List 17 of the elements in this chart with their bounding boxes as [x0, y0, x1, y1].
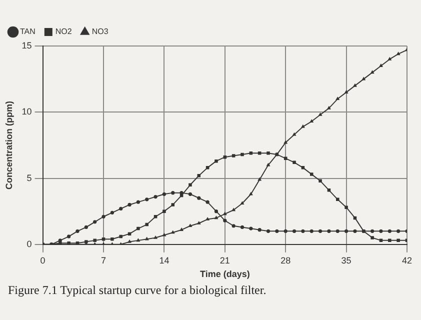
- x-tick-label: 21: [220, 255, 230, 266]
- x-tick-label: 14: [159, 255, 170, 266]
- legend-label: NO2: [55, 27, 72, 36]
- y-tick-label: 5: [26, 172, 32, 183]
- caption: Figure 7.1 Typical startup curve for a biological filter.: [8, 283, 266, 298]
- x-axis-title: Time (days): [200, 269, 250, 280]
- x-tick-label: 7: [101, 255, 106, 266]
- x-tick-label: 28: [280, 255, 291, 266]
- x-tick-label: 42: [402, 255, 412, 266]
- y-tick-label: 10: [22, 106, 32, 117]
- y-tick-label: 0: [26, 238, 32, 249]
- legend-label: NO3: [92, 27, 109, 36]
- x-tick-label: 35: [341, 255, 352, 266]
- legend-label: TAN: [20, 27, 36, 36]
- y-tick-label: 15: [22, 40, 32, 50]
- x-tick-label: 0: [40, 255, 46, 266]
- y-axis-title: Concentration (ppm): [4, 100, 14, 190]
